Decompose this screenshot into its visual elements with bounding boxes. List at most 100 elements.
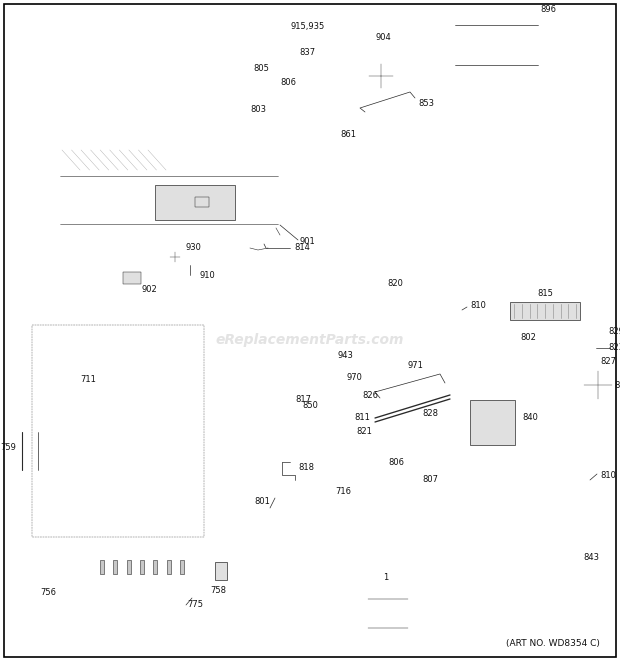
Polygon shape: [22, 432, 38, 470]
Polygon shape: [596, 344, 608, 356]
Text: 902: 902: [142, 285, 157, 294]
Text: 818: 818: [298, 463, 314, 471]
Bar: [195, 197, 209, 207]
Bar: [123, 272, 141, 284]
Text: 802: 802: [520, 333, 536, 342]
Circle shape: [361, 56, 401, 96]
Polygon shape: [490, 345, 530, 368]
Polygon shape: [80, 260, 160, 295]
Text: 896: 896: [540, 5, 556, 15]
Polygon shape: [240, 98, 276, 103]
Text: 840: 840: [522, 414, 538, 422]
Polygon shape: [22, 536, 234, 555]
Polygon shape: [276, 75, 278, 97]
Polygon shape: [345, 315, 363, 333]
Polygon shape: [362, 592, 410, 635]
Text: 811: 811: [354, 414, 370, 422]
Text: 806: 806: [388, 458, 404, 467]
Polygon shape: [358, 352, 374, 366]
Circle shape: [590, 377, 606, 393]
Bar: [180, 560, 184, 574]
Polygon shape: [305, 33, 328, 37]
Bar: [155, 185, 235, 220]
Polygon shape: [563, 553, 580, 563]
Polygon shape: [562, 315, 580, 333]
Text: 915,935: 915,935: [291, 22, 325, 31]
Circle shape: [168, 250, 182, 264]
Polygon shape: [298, 420, 318, 440]
Polygon shape: [254, 75, 278, 82]
Circle shape: [365, 370, 381, 386]
Polygon shape: [450, 13, 545, 18]
Polygon shape: [580, 300, 596, 560]
Text: 901: 901: [300, 237, 316, 245]
Text: 910: 910: [200, 270, 216, 280]
Polygon shape: [362, 586, 416, 592]
Text: 1: 1: [383, 573, 389, 582]
Circle shape: [166, 193, 184, 211]
Polygon shape: [385, 368, 412, 385]
Polygon shape: [298, 413, 320, 420]
Text: 759: 759: [0, 444, 16, 453]
Text: 810: 810: [470, 301, 486, 309]
Text: 820: 820: [387, 279, 403, 288]
Text: 756: 756: [40, 588, 56, 597]
Text: 803: 803: [250, 105, 266, 114]
Bar: [140, 560, 144, 574]
Text: 837: 837: [300, 48, 316, 57]
Bar: [215, 562, 227, 580]
Text: eReplacementParts.com: eReplacementParts.com: [216, 333, 404, 347]
Polygon shape: [562, 542, 580, 560]
Polygon shape: [215, 296, 234, 548]
Circle shape: [98, 271, 112, 285]
Circle shape: [584, 371, 612, 399]
Text: 815: 815: [537, 289, 553, 298]
Polygon shape: [450, 18, 540, 72]
Text: 801: 801: [254, 498, 270, 506]
Polygon shape: [540, 13, 545, 72]
Polygon shape: [22, 296, 234, 315]
Polygon shape: [280, 405, 292, 455]
Text: 861: 861: [340, 130, 356, 139]
Polygon shape: [275, 490, 292, 498]
Text: 930: 930: [185, 243, 201, 252]
Bar: [32, 325, 204, 537]
Circle shape: [482, 412, 502, 432]
Polygon shape: [350, 298, 460, 312]
Text: (ART NO. WD8354 C): (ART NO. WD8354 C): [506, 639, 600, 648]
Polygon shape: [515, 394, 520, 445]
Polygon shape: [378, 425, 402, 442]
Polygon shape: [280, 400, 296, 405]
Text: 850: 850: [302, 401, 318, 410]
Text: 716: 716: [335, 488, 351, 496]
Polygon shape: [385, 436, 424, 458]
Polygon shape: [316, 58, 334, 65]
Polygon shape: [490, 345, 525, 375]
Text: 827: 827: [600, 358, 616, 366]
Text: 853: 853: [418, 100, 434, 108]
Bar: [100, 560, 104, 574]
Polygon shape: [380, 380, 445, 408]
Text: 970: 970: [346, 373, 362, 383]
Text: 943: 943: [337, 350, 353, 360]
Text: 971: 971: [407, 361, 423, 370]
Text: 817: 817: [295, 395, 311, 405]
Polygon shape: [22, 315, 215, 548]
Bar: [126, 560, 131, 574]
Polygon shape: [190, 568, 222, 574]
Circle shape: [586, 359, 598, 371]
Text: 843: 843: [583, 553, 599, 563]
Polygon shape: [316, 65, 320, 78]
Polygon shape: [305, 37, 325, 50]
Bar: [113, 560, 117, 574]
Text: 814: 814: [294, 243, 310, 251]
Polygon shape: [240, 92, 276, 98]
Polygon shape: [280, 150, 300, 230]
Text: 805: 805: [253, 64, 269, 73]
Bar: [510, 302, 580, 320]
Polygon shape: [50, 150, 300, 170]
Polygon shape: [182, 258, 202, 265]
Text: 822: 822: [614, 381, 620, 389]
Polygon shape: [353, 52, 410, 100]
Text: 829: 829: [608, 327, 620, 336]
